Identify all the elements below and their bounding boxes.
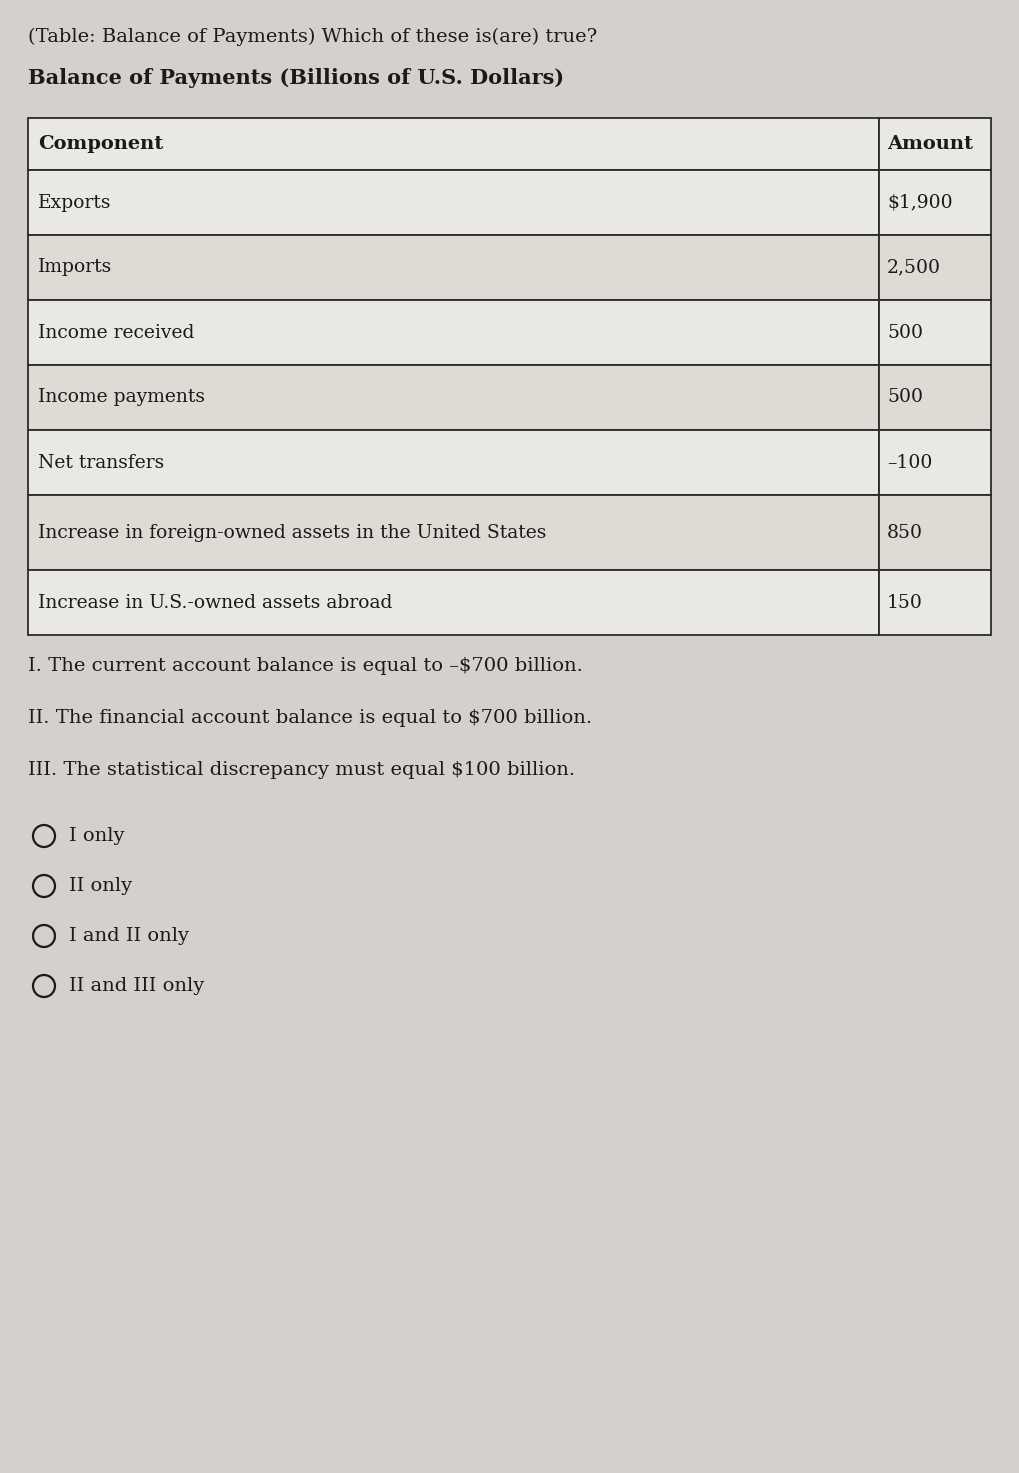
Bar xyxy=(879,236,991,300)
Text: 850: 850 xyxy=(887,523,923,542)
Bar xyxy=(28,300,879,365)
Text: II only: II only xyxy=(69,876,132,896)
Text: 500: 500 xyxy=(887,324,923,342)
Text: $1,900: $1,900 xyxy=(887,193,953,212)
Bar xyxy=(28,236,879,300)
Text: –100: –100 xyxy=(887,454,932,471)
Bar xyxy=(28,118,879,169)
Bar xyxy=(28,570,879,635)
Bar xyxy=(879,365,991,430)
Text: Imports: Imports xyxy=(38,258,112,277)
Bar xyxy=(879,169,991,236)
Text: 2,500: 2,500 xyxy=(887,258,941,277)
Text: II and III only: II and III only xyxy=(69,977,204,994)
Text: 500: 500 xyxy=(887,389,923,407)
Bar xyxy=(28,430,879,495)
Text: Income payments: Income payments xyxy=(38,389,205,407)
Text: Income received: Income received xyxy=(38,324,195,342)
Text: Increase in foreign-owned assets in the United States: Increase in foreign-owned assets in the … xyxy=(38,523,546,542)
Text: I and II only: I and II only xyxy=(69,927,189,946)
Text: Exports: Exports xyxy=(38,193,111,212)
Bar xyxy=(879,570,991,635)
Bar xyxy=(879,430,991,495)
Text: III. The statistical discrepancy must equal $100 billion.: III. The statistical discrepancy must eq… xyxy=(28,762,575,779)
Text: Balance of Payments (Billions of U.S. Dollars): Balance of Payments (Billions of U.S. Do… xyxy=(28,68,565,88)
Bar xyxy=(879,118,991,169)
Bar xyxy=(28,169,879,236)
Bar xyxy=(28,365,879,430)
Text: I only: I only xyxy=(69,826,124,846)
Bar xyxy=(879,495,991,570)
Text: Component: Component xyxy=(38,136,163,153)
Text: I. The current account balance is equal to –$700 billion.: I. The current account balance is equal … xyxy=(28,657,583,675)
Text: (Table: Balance of Payments) Which of these is(are) true?: (Table: Balance of Payments) Which of th… xyxy=(28,28,597,46)
Text: Increase in U.S.-owned assets abroad: Increase in U.S.-owned assets abroad xyxy=(38,594,392,611)
Text: Net transfers: Net transfers xyxy=(38,454,164,471)
Text: Amount: Amount xyxy=(887,136,973,153)
Bar xyxy=(28,495,879,570)
Bar xyxy=(879,300,991,365)
Text: 150: 150 xyxy=(887,594,923,611)
Text: II. The financial account balance is equal to $700 billion.: II. The financial account balance is equ… xyxy=(28,709,592,728)
